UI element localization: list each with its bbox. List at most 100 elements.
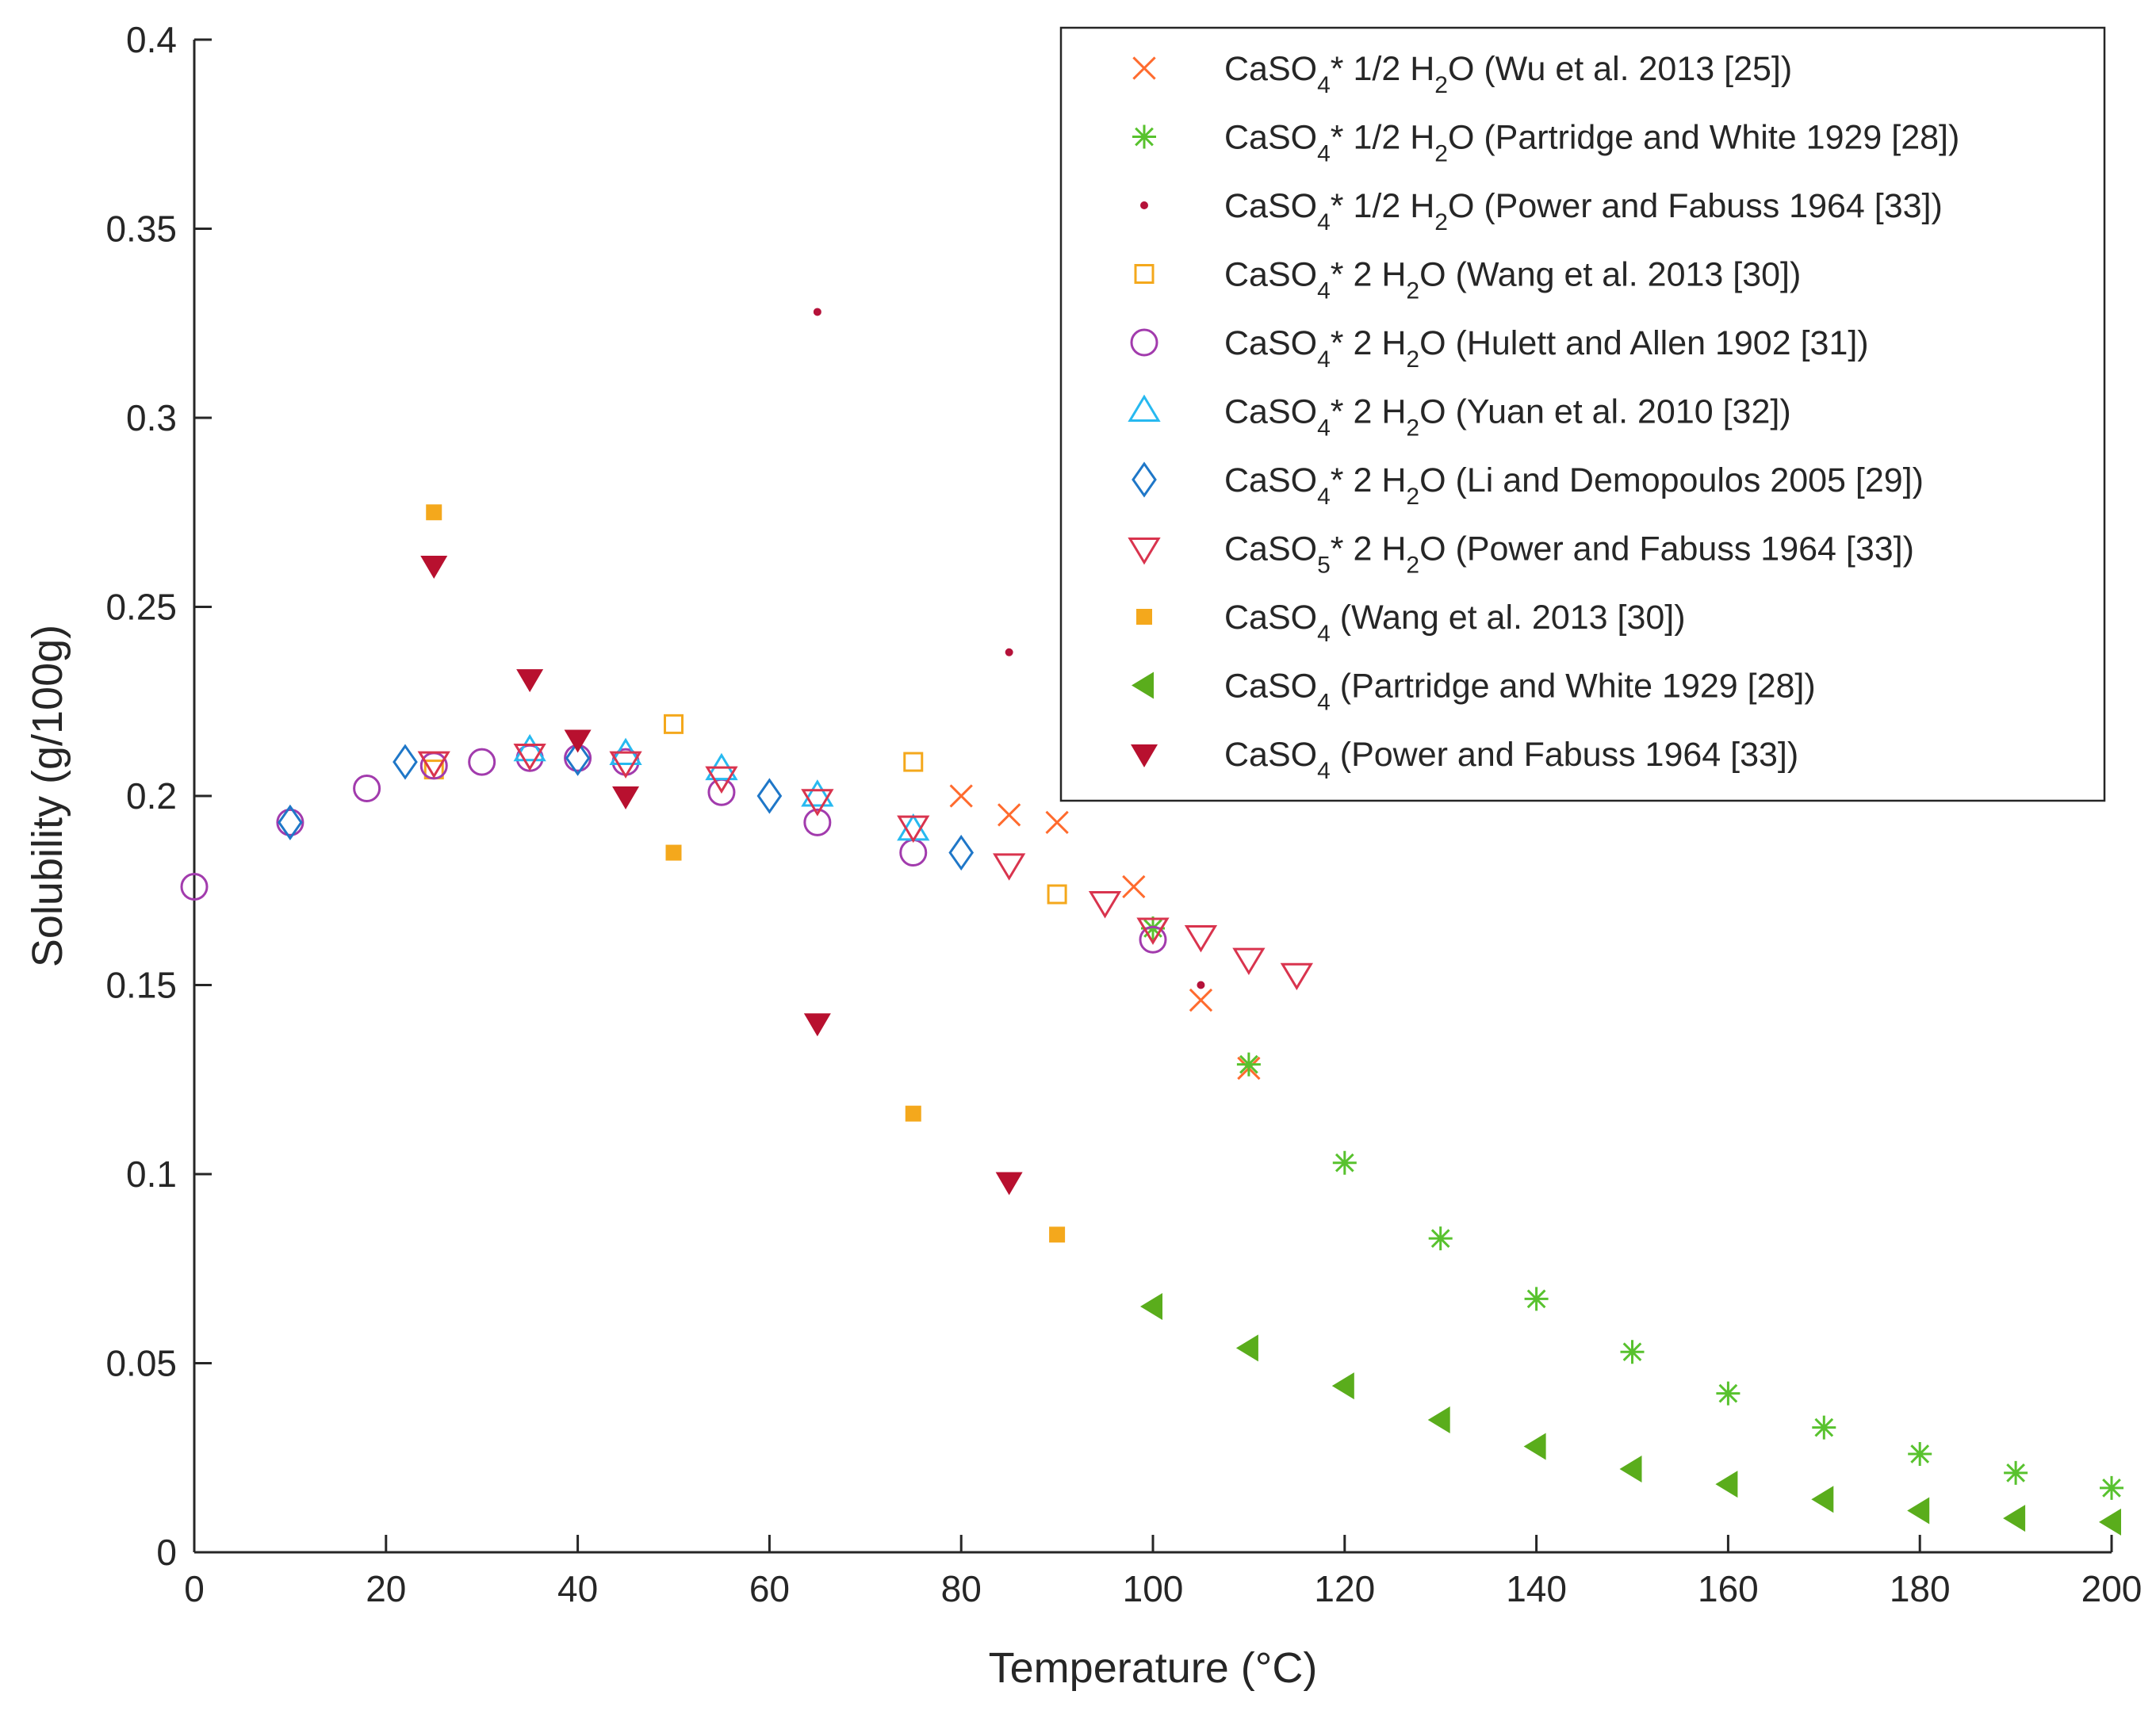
legend-label: CaSO4 (Partridge and White 1929 [28]) <box>1224 668 1816 716</box>
x-tick-label: 60 <box>749 1568 790 1609</box>
data-point <box>995 1172 1023 1196</box>
y-axis-title: Solubility (g/100g) <box>24 625 71 967</box>
data-point <box>278 804 303 841</box>
legend-marker <box>1128 394 1161 422</box>
legend-label: CaSO5* 2 H2O (Power and Fabuss 1964 [33]… <box>1224 530 1914 579</box>
data-point <box>665 844 682 861</box>
data-point <box>948 834 975 871</box>
y-tick-label: 0.25 <box>105 587 177 628</box>
data-point <box>1716 1381 1741 1406</box>
series-9 <box>1140 1292 2121 1536</box>
legend-marker <box>1136 609 1152 625</box>
data-point <box>1139 925 1167 954</box>
x-tick-label: 140 <box>1506 1568 1567 1609</box>
data-point <box>801 789 834 817</box>
legend-entry: CaSO4 (Power and Fabuss 1964 [33]) <box>1131 736 1798 784</box>
data-point <box>609 751 642 779</box>
data-point <box>565 740 591 776</box>
legend-entry: CaSO4* 2 H2O (Li and Demopoulos 2005 [29… <box>1132 461 1924 510</box>
series-8 <box>426 504 1066 1243</box>
x-tick-label: 80 <box>941 1568 982 1609</box>
data-point <box>1715 1471 1738 1498</box>
legend-label: CaSO4* 1/2 H2O (Wu et al. 2013 [25]) <box>1224 50 1792 98</box>
data-point <box>516 669 544 693</box>
data-point <box>1184 924 1218 953</box>
data-point <box>513 744 546 771</box>
x-tick-label: 120 <box>1314 1568 1375 1609</box>
x-tick-label: 20 <box>366 1568 406 1609</box>
data-point <box>1619 1456 1642 1483</box>
data-point <box>1189 988 1213 1012</box>
data-point <box>949 784 973 808</box>
data-point <box>2099 1508 2121 1536</box>
legend-entry: CaSO5* 2 H2O (Power and Fabuss 1964 [33]… <box>1128 530 1914 579</box>
y-tick-label: 0.15 <box>105 965 177 1006</box>
data-point <box>897 813 930 841</box>
legend-label: CaSO4* 2 H2O (Hulett and Allen 1902 [31]… <box>1224 324 1869 373</box>
x-tick-label: 100 <box>1123 1568 1184 1609</box>
data-point <box>1005 648 1013 656</box>
data-point <box>903 752 924 772</box>
data-point <box>1907 1497 1930 1525</box>
legend-label: CaSO4* 1/2 H2O (Partridge and White 1929… <box>1224 119 1959 167</box>
data-point <box>1049 1226 1066 1243</box>
x-tick-label: 180 <box>1890 1568 1951 1609</box>
y-tick-label: 0.4 <box>126 19 177 60</box>
data-point <box>1045 810 1069 835</box>
data-point <box>664 714 684 734</box>
data-point <box>1280 962 1313 991</box>
data-point <box>1136 917 1170 945</box>
data-point <box>1331 1372 1354 1400</box>
legend-label: CaSO4 (Wang et al. 2013 [30]) <box>1224 599 1686 647</box>
series-1 <box>1141 916 2123 1500</box>
x-tick-label: 160 <box>1698 1568 1759 1609</box>
data-point <box>1908 1441 1932 1466</box>
x-tick-label: 200 <box>2081 1568 2143 1609</box>
data-point <box>353 774 381 802</box>
legend-entry: CaSO4 (Partridge and White 1929 [28]) <box>1132 668 1816 716</box>
data-point <box>1122 874 1146 899</box>
legend-label: CaSO4* 2 H2O (Wang et al. 2013 [30]) <box>1224 256 1801 304</box>
data-point <box>276 808 304 836</box>
legend-marker <box>1140 201 1148 209</box>
data-point <box>897 815 930 844</box>
legend-marker <box>1132 124 1156 149</box>
data-point <box>1620 1340 1645 1364</box>
series-2 <box>813 308 1205 989</box>
data-point <box>468 748 496 776</box>
data-point <box>905 1105 921 1122</box>
series-10 <box>420 556 1023 1196</box>
x-axis-title: Temperature (°C) <box>989 1644 1318 1692</box>
y-tick-label: 0.05 <box>105 1343 177 1384</box>
data-point <box>393 744 418 780</box>
x-tick-label: 40 <box>557 1568 598 1609</box>
legend-marker <box>1134 264 1155 284</box>
data-point <box>1235 1334 1258 1362</box>
y-tick-label: 0.2 <box>126 775 177 817</box>
legend-entry: CaSO4* 1/2 H2O (Partridge and White 1929… <box>1132 119 1959 167</box>
legend-box <box>1059 26 2106 802</box>
data-point <box>803 1013 831 1037</box>
data-point <box>612 786 640 809</box>
data-point <box>813 308 821 316</box>
legend-entry: CaSO4* 2 H2O (Yuan et al. 2010 [32]) <box>1128 393 1791 442</box>
series-0 <box>949 784 1261 1081</box>
legend-label: CaSO4 (Power and Fabuss 1964 [33]) <box>1224 736 1798 784</box>
series-6 <box>278 740 975 871</box>
data-point <box>513 733 546 762</box>
legend-marker <box>1128 538 1161 565</box>
data-point <box>1088 891 1122 919</box>
data-points <box>180 308 2123 1536</box>
y-tick-label: 0.35 <box>105 209 177 250</box>
data-point <box>1141 916 1165 940</box>
legend-entry: CaSO4* 1/2 H2O (Wu et al. 2013 [25]) <box>1132 50 1792 98</box>
legend-label: CaSO4* 1/2 H2O (Power and Fabuss 1964 [3… <box>1224 187 1943 235</box>
data-point <box>180 872 209 901</box>
data-point <box>1523 1433 1546 1460</box>
data-point <box>1427 1406 1450 1434</box>
legend-entry: CaSO4* 1/2 H2O (Power and Fabuss 1964 [3… <box>1140 187 1943 235</box>
data-point <box>899 839 928 867</box>
data-point <box>1047 884 1067 905</box>
data-point <box>1332 1150 1357 1175</box>
data-point <box>426 504 442 521</box>
